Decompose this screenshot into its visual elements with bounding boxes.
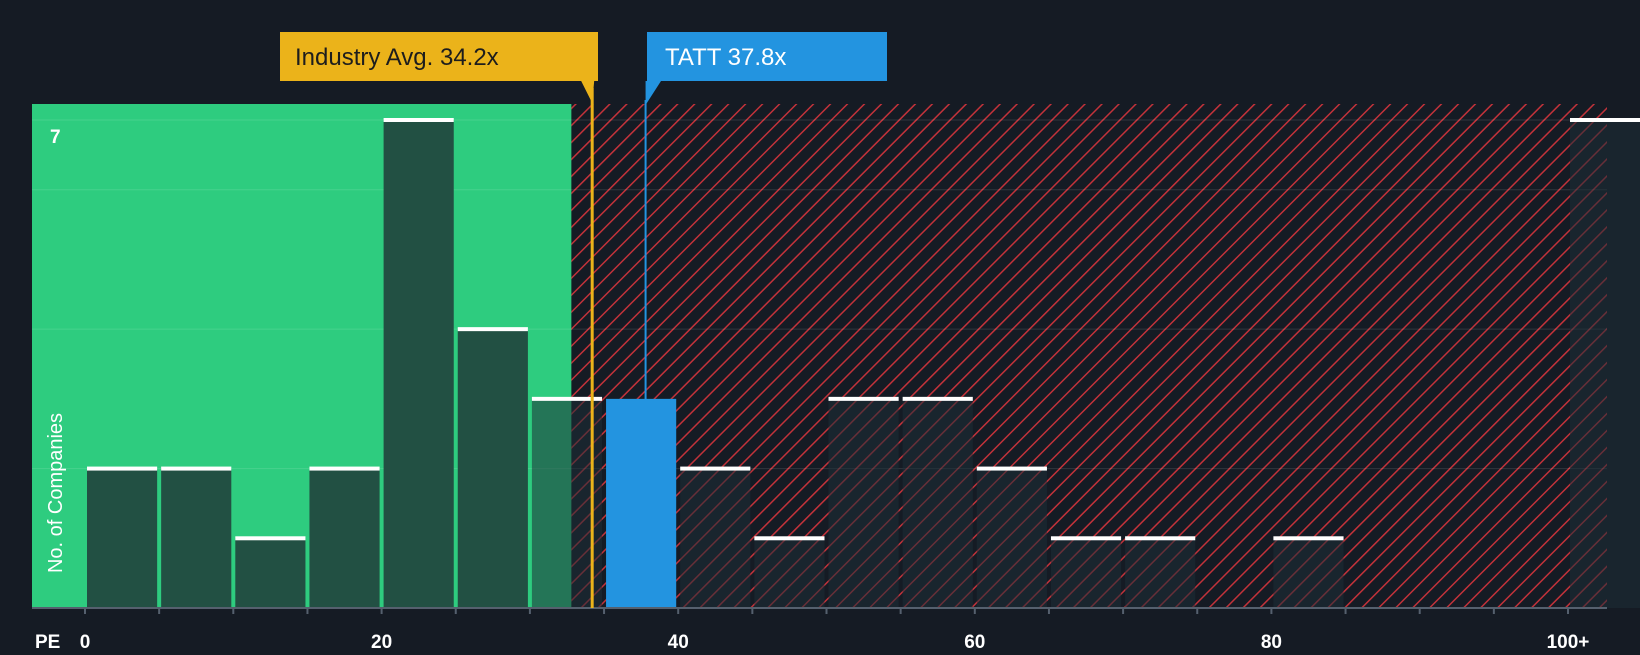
x-tick-label: 40 xyxy=(668,632,689,650)
bar-cap xyxy=(1273,536,1344,541)
x-tick-label: 100+ xyxy=(1547,632,1590,650)
histogram-bar xyxy=(87,468,158,608)
bar-cap xyxy=(828,396,899,401)
y-max-label: 7 xyxy=(50,127,61,148)
company-tag xyxy=(645,32,887,105)
histogram-bar xyxy=(531,398,603,608)
histogram-bar xyxy=(1570,120,1640,608)
bar-cap xyxy=(902,396,973,401)
histogram-bar xyxy=(754,538,825,608)
company-label: TATT 37.8x xyxy=(665,44,786,71)
y-axis-label: No. of Companies xyxy=(45,413,67,573)
histogram-bar xyxy=(976,468,1047,608)
bar-cap xyxy=(309,466,380,471)
bar-cap xyxy=(754,536,825,541)
highlight-bar xyxy=(606,398,677,608)
bar-cap xyxy=(1570,118,1640,122)
bar-cap xyxy=(531,396,603,401)
histogram-bar xyxy=(902,398,973,608)
histogram-bar xyxy=(828,398,899,608)
bar-cap xyxy=(383,118,454,122)
histogram-bar xyxy=(161,468,232,608)
histogram-bar xyxy=(457,329,528,608)
x-tick-label: 60 xyxy=(964,632,985,650)
x-tick-label: 0 xyxy=(80,632,91,650)
bar-cap xyxy=(161,466,232,471)
x-tick-label: 20 xyxy=(371,632,392,650)
histogram-bar xyxy=(235,538,306,608)
bar-cap xyxy=(235,536,306,541)
bar-cap xyxy=(1050,536,1122,541)
histogram-bar xyxy=(680,468,751,608)
x-tick-label: 80 xyxy=(1261,632,1282,650)
histogram-bar xyxy=(1050,538,1122,608)
industry-avg-label: Industry Avg. 34.2x xyxy=(295,44,499,71)
bar-cap xyxy=(976,466,1047,471)
bar-cap xyxy=(457,327,528,332)
bar-cap xyxy=(1125,536,1196,541)
bar-cap xyxy=(87,466,158,471)
x-axis-label: PE xyxy=(35,632,60,650)
histogram-bar xyxy=(309,468,380,608)
bar-cap xyxy=(680,466,751,471)
histogram-bar xyxy=(383,120,454,608)
histogram-bar xyxy=(1125,538,1196,608)
industry-avg-tag xyxy=(280,32,598,103)
histogram-bar xyxy=(1273,538,1344,608)
